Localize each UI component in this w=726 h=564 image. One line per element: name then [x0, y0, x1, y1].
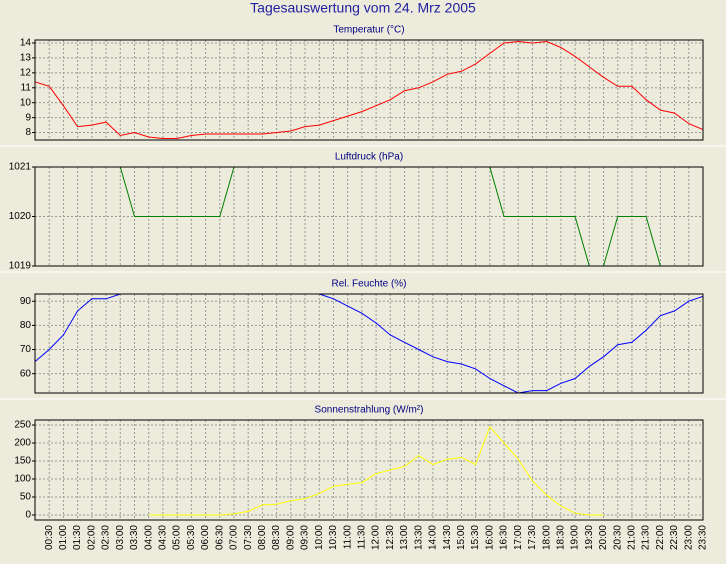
x-tick-label: 15:00 [456, 525, 467, 550]
x-tick-label: 22:30 [669, 525, 680, 550]
y-tick-label: 100 [14, 474, 31, 485]
panel-title: Rel. Feuchte (%) [331, 279, 406, 290]
x-tick-label: 07:00 [229, 525, 240, 550]
x-tick-label: 02:30 [101, 525, 112, 550]
x-tick-label: 04:30 [158, 525, 169, 550]
y-tick-label: 1020 [9, 211, 32, 222]
plot-border [34, 39, 704, 141]
x-tick-label: 08:00 [257, 525, 268, 550]
x-tick-label: 15:30 [470, 525, 481, 550]
x-tick-label: 09:00 [285, 525, 296, 550]
data-line [148, 425, 604, 516]
x-tick-label: 12:00 [371, 525, 382, 550]
y-tick-label: 12 [20, 67, 32, 78]
panel-title: Luftdruck (hPa) [335, 152, 403, 163]
x-tick-label: 16:30 [499, 525, 510, 550]
y-tick-label: 90 [20, 296, 32, 307]
y-tick-label: 8 [25, 127, 31, 138]
x-tick-label: 17:00 [513, 525, 524, 550]
x-tick-label: 19:30 [584, 525, 595, 550]
x-tick-label: 11:30 [357, 525, 368, 550]
y-tick-label: 80 [20, 320, 32, 331]
x-tick-label: 10:00 [314, 525, 325, 550]
x-tick-label: 14:00 [428, 525, 439, 550]
x-tick-label: 22:00 [655, 525, 666, 550]
panel-title: Sonnenstrahlung (W/m²) [315, 405, 424, 416]
y-tick-label: 11 [21, 82, 32, 93]
x-tick-label: 18:30 [556, 525, 567, 550]
y-tick-label: 1021 [9, 162, 32, 173]
x-tick-label: 01:30 [72, 525, 83, 550]
x-tick-label: 13:00 [399, 525, 410, 550]
y-tick-label: 250 [14, 420, 31, 431]
y-tick-label: 150 [14, 456, 31, 467]
y-tick-label: 0 [25, 510, 31, 521]
x-tick-label: 03:30 [129, 525, 140, 550]
x-tick-label: 19:00 [570, 525, 581, 550]
x-tick-label: 16:00 [484, 525, 495, 550]
page-title: Tagesauswertung vom 24. Mrz 2005 [250, 0, 476, 16]
plot-border [34, 293, 704, 394]
x-tick-label: 03:00 [115, 525, 126, 550]
x-tick-label: 01:00 [58, 525, 69, 550]
y-tick-label: 13 [20, 53, 32, 64]
x-tick-label: 23:30 [698, 525, 709, 550]
x-tick-label: 05:30 [186, 525, 197, 550]
x-tick-label: 04:00 [143, 525, 154, 550]
x-tick-label: 23:00 [683, 525, 694, 550]
x-tick-label: 21:30 [641, 525, 652, 550]
plot-area [35, 294, 703, 393]
x-tick-label: 02:00 [87, 525, 98, 550]
data-line [35, 40, 703, 139]
y-tick-label: 14 [20, 38, 32, 49]
y-tick-label: 9 [25, 112, 31, 123]
x-tick-label: 13:30 [413, 525, 424, 550]
x-tick-label: 17:30 [527, 525, 538, 550]
x-tick-label: 11:00 [342, 525, 353, 550]
plot-border [34, 166, 704, 267]
x-tick-label: 21:00 [627, 525, 638, 550]
x-tick-label: 07:30 [243, 525, 254, 550]
y-tick-label: 70 [20, 344, 32, 355]
y-tick-label: 50 [20, 492, 32, 503]
x-tick-label: 00:30 [44, 525, 55, 550]
x-tick-label: 20:30 [612, 525, 623, 550]
x-tick-label: 20:00 [598, 525, 609, 550]
x-tick-label: 06:00 [200, 525, 211, 550]
plot-area [35, 420, 703, 520]
y-tick-label: 60 [20, 368, 32, 379]
x-tick-label: 09:30 [300, 525, 311, 550]
x-tick-label: 06:30 [214, 525, 225, 550]
x-tick-label: 12:30 [385, 525, 396, 550]
plot-area [35, 40, 703, 140]
x-tick-label: 05:00 [172, 525, 183, 550]
panel-title: Temperatur (°C) [333, 25, 404, 36]
y-tick-label: 1019 [9, 261, 32, 272]
x-tick-label: 18:00 [541, 525, 552, 550]
x-tick-label: 08:30 [271, 525, 282, 550]
x-tick-label: 14:30 [442, 525, 453, 550]
y-tick-label: 10 [20, 97, 32, 108]
data-line [35, 294, 703, 393]
data-line [35, 167, 703, 266]
x-tick-label: 10:30 [328, 525, 339, 550]
plot-border [34, 419, 704, 521]
y-tick-label: 200 [14, 438, 31, 449]
